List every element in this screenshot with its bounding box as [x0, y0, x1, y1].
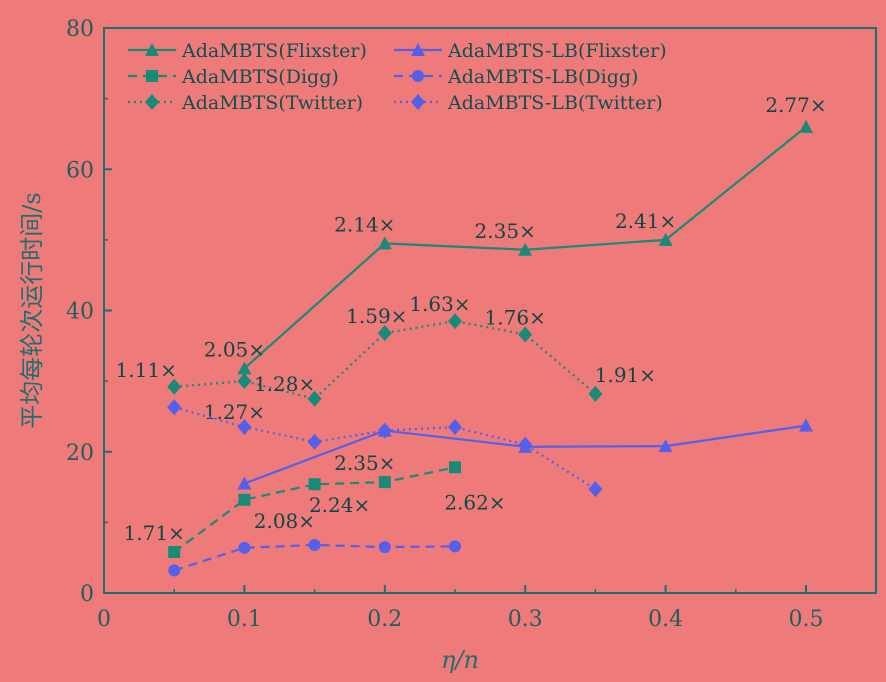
marker-triangle — [799, 119, 813, 133]
y-tick-label: 80 — [66, 17, 94, 42]
marker-triangle — [518, 242, 533, 256]
data-label: 1.63× — [409, 292, 470, 316]
marker-diamond — [167, 399, 182, 416]
marker-diamond — [377, 325, 392, 342]
series-adambts-lb-flixster- — [237, 418, 813, 490]
legend-label: AdaMBTS-LB(Flixster) — [447, 40, 667, 62]
marker-diamond — [518, 326, 533, 343]
marker-circle — [378, 541, 391, 554]
x-tick-label: 0.3 — [508, 607, 543, 632]
marker-circle — [449, 540, 461, 553]
data-label: 2.05× — [204, 337, 265, 361]
data-label: 2.62× — [444, 490, 505, 514]
marker-diamond — [588, 385, 603, 402]
marker-diamond — [448, 313, 462, 330]
data-label: 1.71× — [124, 521, 185, 545]
x-tick-label: 0.2 — [367, 607, 402, 632]
marker-square — [146, 70, 158, 82]
marker-triangle — [658, 232, 673, 246]
marker-circle — [168, 564, 181, 577]
data-label: 2.77× — [765, 93, 826, 117]
legend-item: AdaMBTS-LB(Flixster) — [394, 40, 667, 62]
marker-square — [238, 493, 251, 506]
y-tick-label: 40 — [66, 300, 94, 325]
marker-diamond — [588, 481, 603, 498]
marker-diamond — [237, 373, 252, 390]
marker-triangle — [799, 418, 813, 432]
marker-diamond — [448, 419, 462, 436]
data-label: 1.28× — [254, 372, 315, 396]
marker-square — [378, 476, 391, 489]
series-adambts-lb-digg- — [168, 538, 461, 577]
legend-label: AdaMBTS-LB(Digg) — [447, 66, 638, 88]
data-label: 2.41× — [615, 209, 676, 233]
data-label: 2.08× — [254, 509, 315, 533]
data-label: 2.35× — [475, 219, 536, 243]
series-adambts-lb-twitter- — [167, 399, 603, 498]
marker-diamond — [411, 94, 425, 110]
marker-triangle — [145, 43, 159, 56]
marker-square — [449, 461, 461, 474]
marker-diamond — [167, 378, 182, 395]
marker-square — [308, 478, 321, 491]
series-line — [173, 543, 456, 572]
data-label: 2.24× — [309, 493, 370, 517]
data-label: 1.91× — [595, 363, 656, 387]
data-label: 1.59× — [346, 304, 407, 328]
marker-diamond — [307, 390, 322, 407]
legend-item: AdaMBTS(Flixster) — [128, 40, 367, 62]
data-label: 1.76× — [485, 306, 546, 330]
x-axis-title: η/n — [441, 646, 479, 674]
marker-circle — [308, 538, 321, 551]
marker-circle — [238, 541, 251, 554]
legend-item: AdaMBTS(Digg) — [128, 66, 339, 88]
x-tick-label: 0.4 — [648, 607, 683, 632]
data-label: 2.14× — [334, 212, 395, 236]
legend-label: AdaMBTS(Digg) — [181, 66, 339, 88]
marker-diamond — [307, 433, 322, 450]
y-tick-label: 0 — [80, 582, 94, 607]
legend-label: AdaMBTS(Flixster) — [181, 40, 367, 62]
legend-item: AdaMBTS-LB(Twitter) — [394, 92, 663, 114]
legend-label: AdaMBTS(Twitter) — [181, 92, 363, 114]
data-label: 1.27× — [204, 400, 265, 424]
series-line — [244, 424, 807, 485]
y-tick-label: 20 — [66, 441, 94, 466]
marker-triangle — [411, 43, 425, 56]
series-adambts-flixster-: 2.05× 2.14× 2.35× 2.41× 2.77× — [204, 93, 827, 375]
marker-diamond — [377, 422, 392, 439]
marker-circle — [412, 70, 424, 82]
marker-diamond — [518, 436, 533, 453]
x-tick-label: 0 — [97, 607, 111, 632]
marker-triangle — [237, 361, 252, 375]
x-tick-label: 0.1 — [227, 607, 262, 632]
y-tick-label: 60 — [66, 158, 94, 183]
x-tick-label: 0.5 — [789, 607, 824, 632]
marker-diamond — [145, 94, 159, 110]
y-axis-title: 平均每轮次运行时间/s — [18, 192, 46, 428]
data-label: 1.11× — [116, 358, 177, 382]
marker-triangle — [237, 476, 252, 490]
data-label: 2.35× — [334, 451, 395, 475]
marker-triangle — [658, 439, 673, 453]
legend-label: AdaMBTS-LB(Twitter) — [447, 92, 663, 114]
marker-square — [168, 546, 181, 559]
legend-item: AdaMBTS-LB(Digg) — [394, 66, 638, 88]
series-adambts-twitter-: 1.11× 1.27× 1.28× 1.59×1.63× 1.76× 1.91× — [116, 292, 656, 424]
legend-item: AdaMBTS(Twitter) — [128, 92, 363, 114]
marker-diamond — [237, 419, 252, 436]
series-adambts-digg-: 1.71× 2.08×2.24× 2.35× 2.62× — [124, 451, 506, 559]
marker-triangle — [377, 236, 392, 250]
